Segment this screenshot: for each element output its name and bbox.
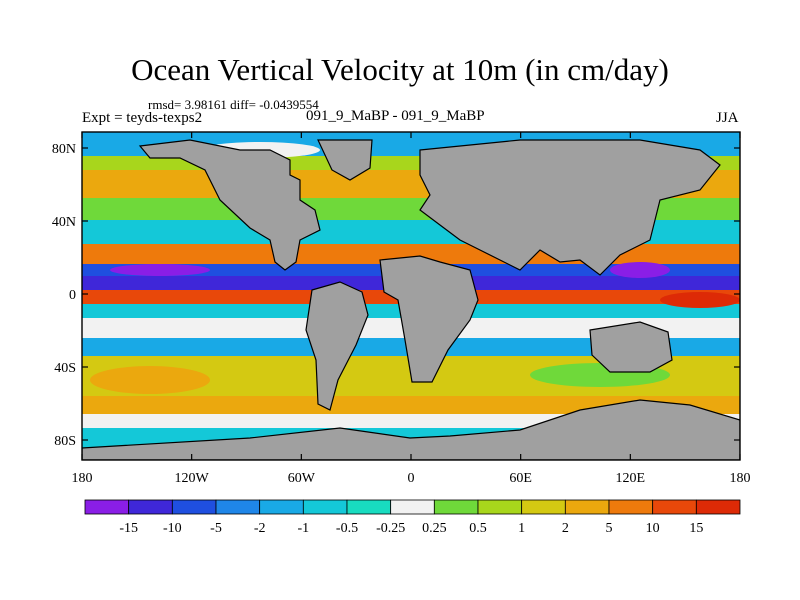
land-antarctica (82, 399, 740, 460)
y-tick-label: 80S (54, 434, 76, 449)
center-label: 091_9_MaBP - 091_9_MaBP (306, 108, 485, 124)
x-tick-label: 60W (288, 471, 316, 486)
colorbar-label: -2 (254, 521, 266, 536)
colorbar-label: 15 (689, 521, 703, 536)
x-tick-label: 0 (408, 471, 415, 486)
colorbar-swatch (390, 499, 435, 515)
southern-ocean-band (82, 396, 740, 414)
x-tick-label: 120W (175, 471, 210, 486)
colorbar-label: 2 (562, 521, 569, 536)
colorbar-swatch (521, 499, 566, 515)
land-north-america (138, 139, 321, 271)
colorbar-label: -0.5 (336, 521, 358, 536)
land-south-america (305, 281, 369, 411)
colorbar-label: -5 (210, 521, 222, 536)
y-tick-label: 40S (54, 361, 76, 376)
season-label: JJA (716, 110, 739, 126)
colorbar-label: -15 (119, 521, 138, 536)
colorbar-label: 0.25 (422, 521, 447, 536)
land-australia (589, 321, 673, 373)
colorbar-swatch (215, 499, 261, 515)
colorbar-swatch (171, 499, 217, 515)
colorbar-swatch (695, 499, 741, 515)
blob-wp-violet (610, 262, 670, 278)
x-tick-label: 180 (72, 471, 93, 486)
blob-ep-violet (110, 264, 210, 276)
y-tick-label: 0 (69, 288, 76, 303)
colorbar-swatch (564, 499, 610, 515)
blob-sp-orange (90, 366, 210, 394)
land-africa (379, 255, 479, 383)
stats-line: rmsd= 3.98161 diff= -0.0439554 (148, 97, 319, 112)
land-masses (82, 139, 740, 460)
plot-area (82, 132, 740, 460)
y-tick-label: 80N (52, 142, 76, 157)
colorbar-swatch (608, 499, 654, 515)
axis-ticks: 180 120W 60W 0 60E 120E 180 80N 40N 0 40S 80S (52, 132, 751, 486)
colorbar-label: -10 (163, 521, 182, 536)
colorbar-swatch (652, 499, 697, 515)
x-tick-label: 60E (509, 471, 532, 486)
blob-wp-red (660, 292, 740, 308)
land-eurasia (419, 139, 721, 276)
colorbar-swatch (477, 499, 523, 515)
blob-so-white (130, 414, 270, 426)
x-tick-label: 120E (616, 471, 646, 486)
colorbar: -15 -10 -5 -2 -1 -0.5 -0.25 0.25 0.5 1 2 5 10 15 (84, 499, 741, 536)
colorbar-swatch (433, 499, 479, 515)
colorbar-label: 5 (606, 521, 613, 536)
colorbar-swatch (302, 499, 348, 515)
experiment-label: Expt = teyds-texps2 (82, 110, 203, 126)
colorbar-label: 10 (646, 521, 660, 536)
x-tick-label: 180 (730, 471, 751, 486)
colorbar-swatch (84, 499, 130, 515)
chart-title: Ocean Vertical Velocity at 10m (in cm/da… (131, 52, 669, 87)
colorbar-label: 0.5 (469, 521, 487, 536)
colorbar-label: -0.25 (376, 521, 405, 536)
y-tick-label: 40N (52, 215, 76, 230)
land-greenland (317, 139, 373, 181)
colorbar-swatch (128, 499, 173, 515)
colorbar-label: 1 (518, 521, 525, 536)
colorbar-label: -1 (297, 521, 309, 536)
colorbar-swatch (259, 499, 304, 515)
colorbar-swatch (346, 499, 392, 515)
